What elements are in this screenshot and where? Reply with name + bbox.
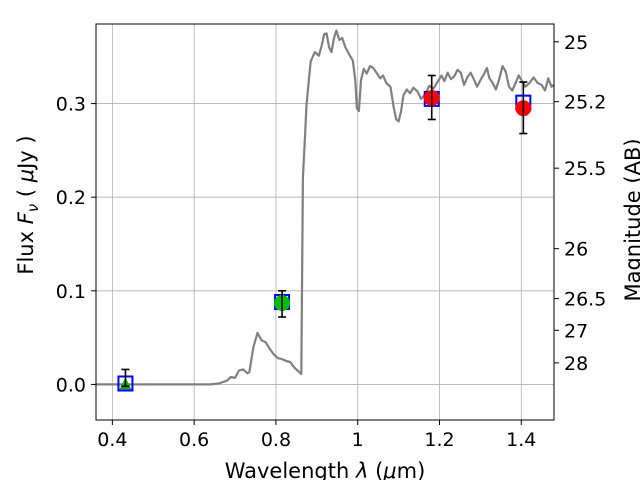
y2-tick-label: 27 <box>564 320 588 342</box>
plot-frame <box>95 23 555 421</box>
y2-tick-label: 26.5 <box>564 289 606 311</box>
y-tick-label: 0.2 <box>56 187 86 209</box>
data-layer <box>96 29 555 392</box>
x-tick-label: 0.8 <box>261 429 291 451</box>
model-spectrum-line <box>96 29 555 386</box>
y-axis-ticks: 0.0 0.1 0.2 0.3 <box>56 94 96 396</box>
y-tick-label: 0.0 <box>56 374 86 396</box>
y2-tick-label: 28 <box>564 353 588 375</box>
x-tick-label: 0.4 <box>97 429 127 451</box>
y-tick-label: 0.1 <box>56 281 86 303</box>
y2-tick-label: 25.5 <box>564 158 606 180</box>
x-tick-label: 1 <box>352 429 364 451</box>
x-tick-label: 1.2 <box>424 429 454 451</box>
y-axis-label: Flux Fν ( μJy ) <box>14 135 42 274</box>
y2-axis-ticks: 25 25.2 25.5 26 26.5 27 28 <box>554 32 606 375</box>
x-tick-label: 1.4 <box>506 429 536 451</box>
x-axis-ticks: 0.4 0.6 0.8 1 1.2 1.4 <box>97 420 536 451</box>
y2-tick-label: 25.2 <box>564 92 606 114</box>
y2-tick-label: 26 <box>564 239 588 261</box>
x-tick-label: 0.6 <box>179 429 209 451</box>
x-axis-label: Wavelength λ (μm) <box>225 459 426 480</box>
y2-tick-label: 25 <box>564 32 588 54</box>
y2-axis-label: Magnitude (AB) <box>621 138 640 301</box>
grid-lines <box>96 24 554 420</box>
y-tick-label: 0.3 <box>56 94 86 116</box>
